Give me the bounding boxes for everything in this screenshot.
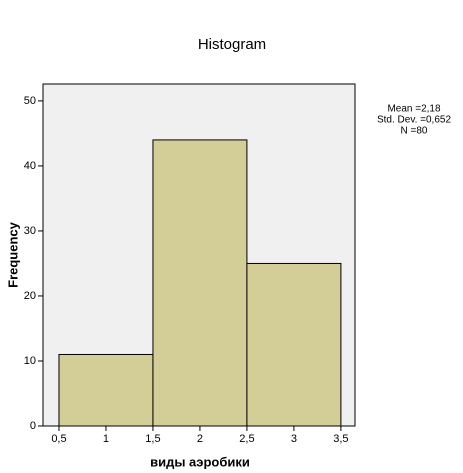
y-tick-label: 40	[24, 160, 36, 172]
y-tick-label: 30	[24, 225, 36, 237]
y-tick-label: 0	[30, 420, 36, 432]
x-tick-label: 2,5	[239, 433, 254, 445]
stats-annotation: Std. Dev. =0,652	[377, 115, 451, 126]
x-tick-label: 1,5	[145, 433, 160, 445]
y-tick-label: 50	[24, 95, 36, 107]
bar	[58, 353, 154, 427]
bar	[246, 262, 342, 427]
x-tick-label: 3,5	[333, 433, 348, 445]
chart-title: Histogram	[198, 36, 266, 53]
x-tick-label: 2	[197, 433, 203, 445]
x-tick-label: 3	[291, 433, 297, 445]
x-axis-title: виды аэробики	[150, 454, 250, 469]
y-tick-label: 20	[24, 290, 36, 302]
y-axis-title: Frequency	[5, 221, 20, 288]
bar	[152, 139, 248, 427]
stats-annotation: N =80	[401, 126, 428, 137]
y-tick-label: 10	[24, 355, 36, 367]
stats-annotation: Mean =2,18	[387, 104, 441, 115]
x-tick-label: 0,5	[51, 433, 66, 445]
x-tick-label: 1	[103, 433, 109, 445]
